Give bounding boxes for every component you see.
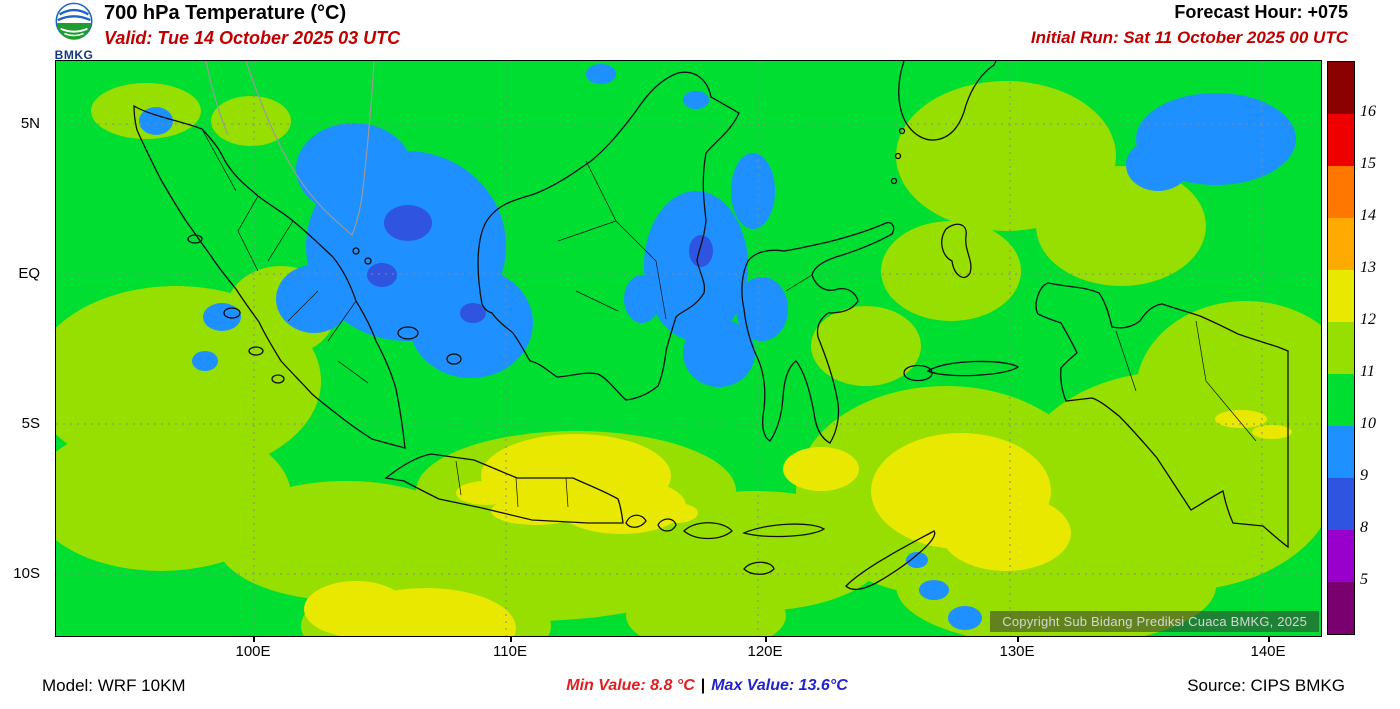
minmax-separator: | xyxy=(700,677,706,694)
valid-time-label: Valid: Tue 14 October 2025 03 UTC xyxy=(104,28,401,48)
coastline-malay-peninsula xyxy=(205,61,375,236)
colorbar-label: 10 xyxy=(1360,415,1376,432)
colorbar-label: 9 xyxy=(1360,467,1368,484)
gridlines xyxy=(56,61,1321,636)
temperature-map xyxy=(56,61,1321,636)
colorbar-label: 16 xyxy=(1360,103,1376,120)
lat-label-5n: 5N xyxy=(20,115,40,132)
colorbar-segment xyxy=(1328,374,1354,426)
lon-tick-100e xyxy=(253,636,255,642)
lon-tick-130e xyxy=(1017,636,1019,642)
colorbar-labels: 16 15 14 13 12 11 10 9 8 5 xyxy=(1360,61,1394,633)
coastlines xyxy=(133,61,1289,591)
map-frame: Copyright Sub Bidang Prediksi Cuaca BMKG… xyxy=(55,60,1322,637)
field-blue xyxy=(139,64,1296,630)
min-value-label: Min Value: 8.8 °C xyxy=(566,677,695,694)
colorbar-label: 11 xyxy=(1360,363,1375,380)
admin-boundaries xyxy=(201,128,1257,508)
lon-label-130e: 130E xyxy=(999,643,1035,660)
colorbar-segment xyxy=(1328,114,1354,166)
colorbar-segment xyxy=(1328,530,1354,582)
bmkg-logo-label: BMKG xyxy=(54,48,94,62)
lon-label-100e: 100E xyxy=(235,643,271,660)
copyright-overlay: Copyright Sub Bidang Prediksi Cuaca BMKG… xyxy=(990,611,1319,632)
field-yellow xyxy=(304,410,1292,636)
colorbar-label: 5 xyxy=(1360,571,1368,588)
colorbar-label: 8 xyxy=(1360,519,1368,536)
source-label: Source: CIPS BMKG xyxy=(1187,676,1345,695)
colorbar-segment xyxy=(1328,270,1354,322)
colorbar-segment xyxy=(1328,62,1354,114)
colorbar-label: 13 xyxy=(1360,259,1376,276)
field-dark-blue xyxy=(367,205,713,323)
colorbar-label: 15 xyxy=(1360,155,1376,172)
colorbar-segment xyxy=(1328,426,1354,478)
colorbar-segment xyxy=(1328,166,1354,218)
lon-tick-120e xyxy=(765,636,767,642)
lon-label-140e: 140E xyxy=(1250,643,1286,660)
lat-label-eq: EQ xyxy=(18,265,40,282)
colorbar xyxy=(1327,61,1355,635)
colorbar-segment xyxy=(1328,218,1354,270)
lon-label-110e: 110E xyxy=(493,643,527,660)
colorbar-segment xyxy=(1328,322,1354,374)
bmkg-logo: BMKG xyxy=(46,1,102,62)
minmax-values: Min Value: 8.8 °C | Max Value: 13.6°C xyxy=(566,677,848,695)
lon-label-120e: 120E xyxy=(747,643,783,660)
colorbar-label: 12 xyxy=(1360,311,1376,328)
colorbar-segment xyxy=(1328,478,1354,530)
bmkg-logo-icon xyxy=(55,2,93,40)
max-value-label: Max Value: 13.6°C xyxy=(711,677,848,694)
forecast-hour-label: Forecast Hour: +075 xyxy=(1174,2,1348,22)
lat-label-5s: 5S xyxy=(21,415,40,432)
model-label: Model: WRF 10KM xyxy=(42,676,186,695)
lon-tick-140e xyxy=(1268,636,1270,642)
lon-tick-110e xyxy=(510,636,512,642)
colorbar-label: 14 xyxy=(1360,207,1376,224)
lat-label-10s: 10S xyxy=(13,565,40,582)
initial-run-label: Initial Run: Sat 11 October 2025 00 UTC xyxy=(1030,28,1348,47)
colorbar-segment xyxy=(1328,582,1354,634)
page-title: 700 hPa Temperature (°C) xyxy=(104,2,347,24)
